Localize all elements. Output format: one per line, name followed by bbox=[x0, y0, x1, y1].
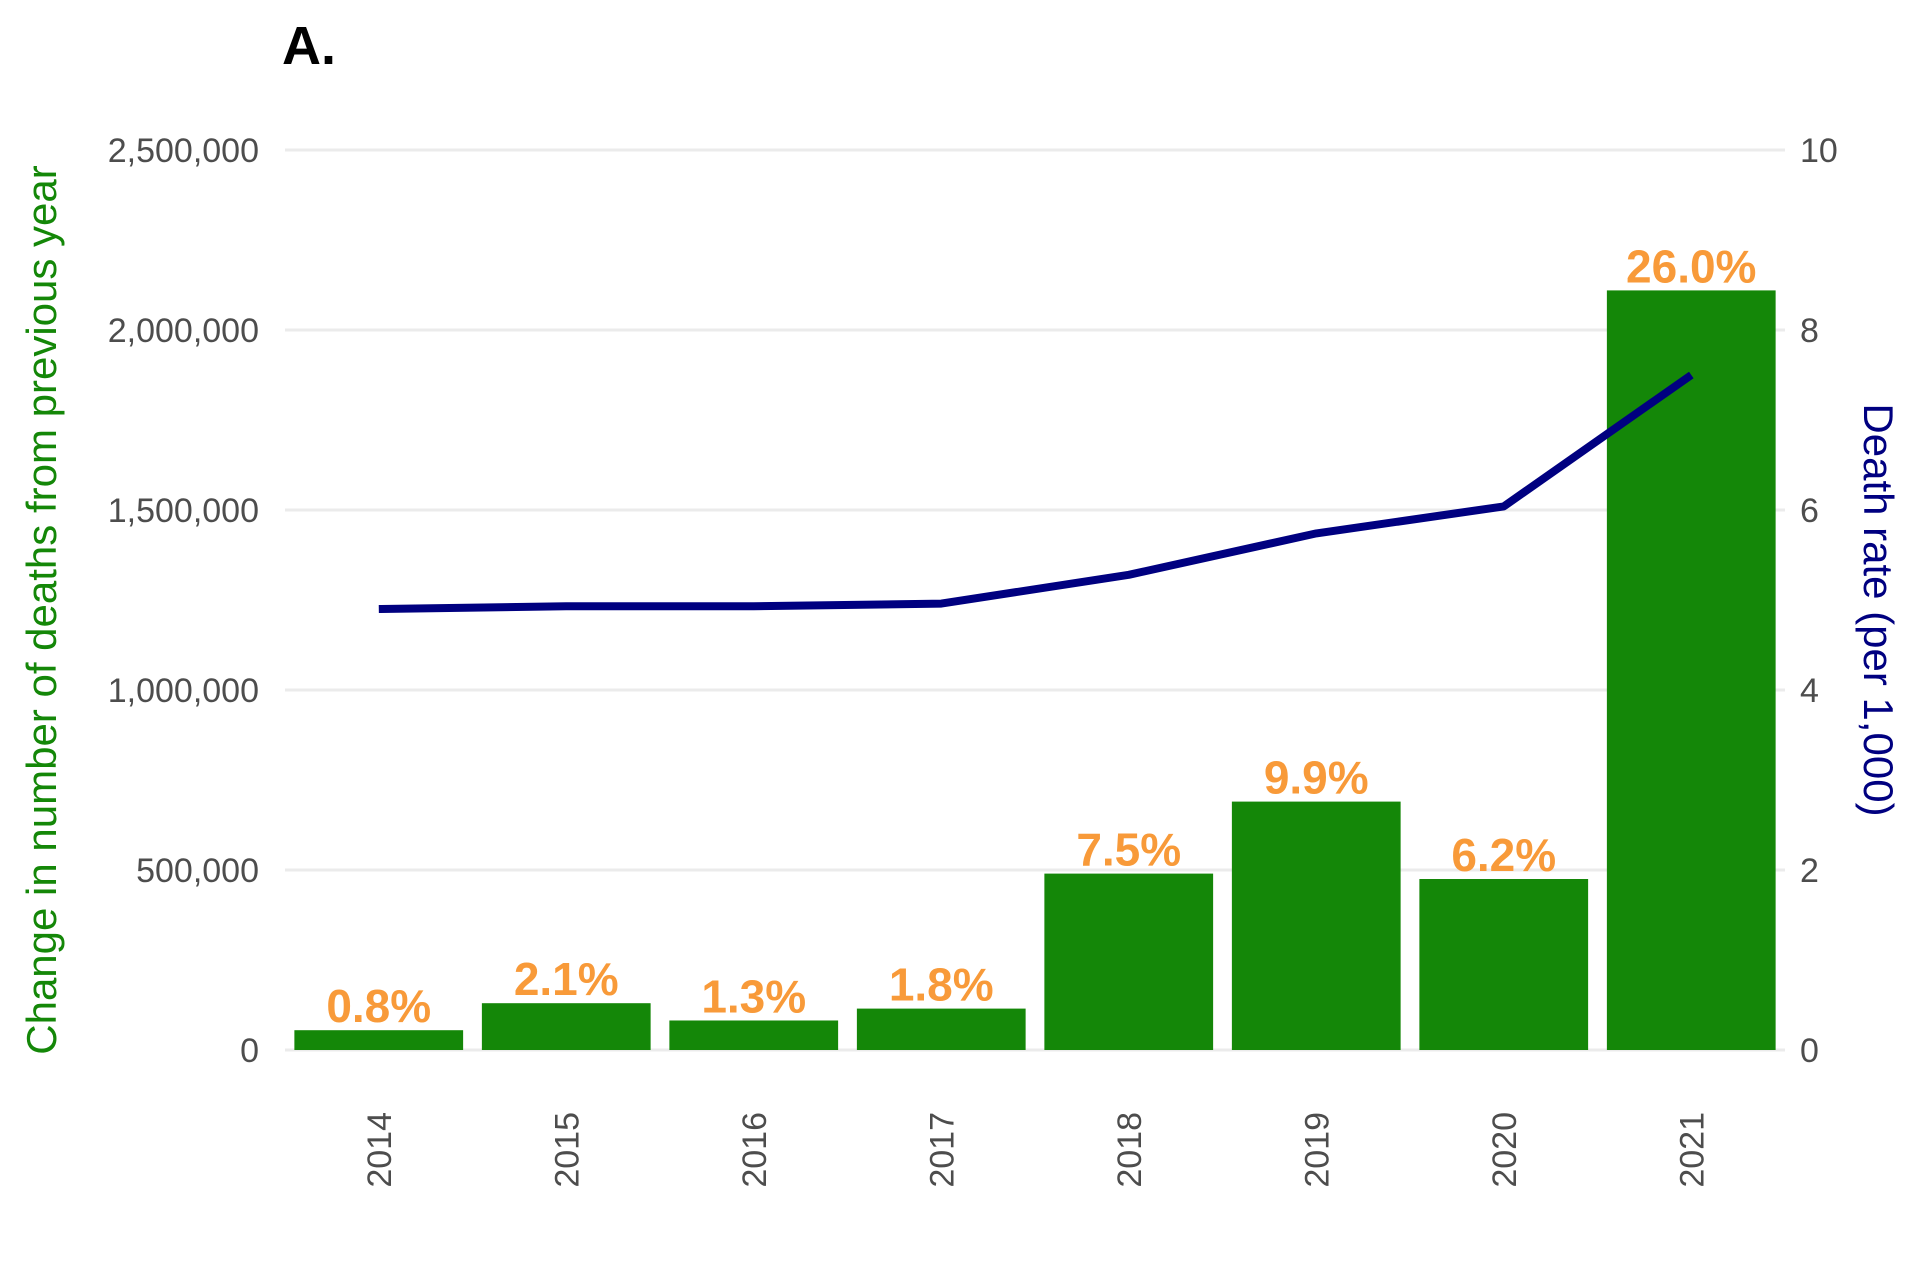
right-axis-title: Death rate (per 1,000) bbox=[1855, 403, 1902, 816]
bar-2016 bbox=[669, 1020, 839, 1050]
bar-label-2021: 26.0% bbox=[1626, 240, 1756, 292]
bar-2014 bbox=[294, 1030, 464, 1050]
bar-label-2016: 1.3% bbox=[701, 970, 806, 1022]
left-tick-label: 2,500,000 bbox=[108, 132, 259, 170]
x-tick-label: 2016 bbox=[736, 1112, 774, 1188]
x-tick-label: 2020 bbox=[1486, 1112, 1524, 1188]
left-tick-label: 1,000,000 bbox=[108, 672, 259, 710]
death-rate-line bbox=[378, 371, 1694, 613]
x-tick-label: 2018 bbox=[1111, 1112, 1149, 1188]
bar-2015 bbox=[481, 1003, 651, 1050]
x-tick-label: 2021 bbox=[1673, 1112, 1711, 1188]
right-tick-label: 8 bbox=[1800, 312, 1819, 350]
x-axis-ticks: 2014 2015 2016 2017 2018 2019 2020 2021 bbox=[361, 1112, 1712, 1188]
bar-data-labels: 0.8% 2.1% 1.3% 1.8% 7.5% 9.9% 6.2% 26.0% bbox=[326, 240, 1756, 1032]
x-tick-label: 2014 bbox=[361, 1112, 399, 1188]
bar-2021 bbox=[1606, 290, 1776, 1050]
bars bbox=[294, 290, 1776, 1050]
bar-label-2017: 1.8% bbox=[889, 959, 994, 1011]
left-axis-title: Change in number of deaths from previous… bbox=[18, 165, 65, 1055]
left-tick-label: 0 bbox=[240, 1032, 259, 1070]
bar-2020 bbox=[1419, 879, 1589, 1050]
bar-label-2019: 9.9% bbox=[1264, 752, 1369, 804]
right-tick-label: 0 bbox=[1800, 1032, 1819, 1070]
bar-label-2014: 0.8% bbox=[326, 980, 431, 1032]
right-tick-label: 6 bbox=[1800, 492, 1819, 530]
right-axis-ticks: 0 2 4 6 8 10 bbox=[1800, 132, 1838, 1070]
bar-label-2015: 2.1% bbox=[514, 953, 619, 1005]
bar-label-2018: 7.5% bbox=[1076, 824, 1181, 876]
right-tick-label: 2 bbox=[1800, 852, 1819, 890]
panel-label: A. bbox=[282, 16, 336, 76]
right-tick-label: 4 bbox=[1800, 672, 1819, 710]
left-tick-label: 1,500,000 bbox=[108, 492, 259, 530]
x-tick-label: 2019 bbox=[1298, 1112, 1336, 1188]
bar-2018 bbox=[1044, 873, 1214, 1050]
left-tick-label: 2,000,000 bbox=[108, 312, 259, 350]
x-tick-label: 2017 bbox=[923, 1112, 961, 1188]
bar-2019 bbox=[1231, 801, 1401, 1050]
bar-2017 bbox=[856, 1008, 1026, 1050]
right-tick-label: 10 bbox=[1800, 132, 1838, 170]
x-tick-label: 2015 bbox=[548, 1112, 586, 1188]
bar-label-2020: 6.2% bbox=[1451, 829, 1556, 881]
left-axis-ticks: 0 500,000 1,000,000 1,500,000 2,000,000 2,500… bbox=[108, 132, 259, 1070]
left-tick-label: 500,000 bbox=[136, 852, 259, 890]
death-rate-polyline bbox=[378, 371, 1694, 613]
